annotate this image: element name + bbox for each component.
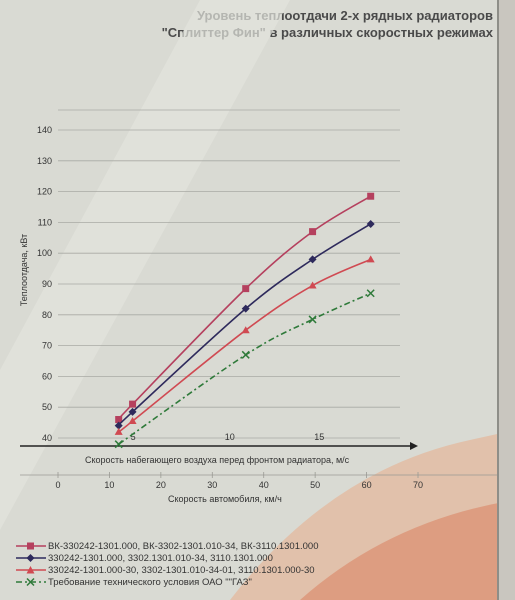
data-point [114, 440, 123, 449]
data-point [241, 304, 250, 313]
legend-label: 330242-1301.000-30, 3302-1301.010-34-01,… [48, 564, 315, 576]
x-tick-label: 60 [362, 480, 372, 490]
x2-axis-arrow [410, 442, 418, 450]
series-line-2 [117, 223, 372, 427]
series-line-4 [118, 292, 372, 445]
x-tick-label: 10 [104, 480, 114, 490]
legend-item: Требование технического условия ОАО ""ГА… [14, 576, 319, 588]
data-point [366, 255, 375, 263]
x2-tick-label: 5 [131, 432, 136, 442]
y-tick-label: 90 [42, 279, 52, 289]
y-tick-label: 80 [42, 310, 52, 320]
x2-tick-label: 15 [314, 432, 324, 442]
data-point [128, 417, 137, 425]
x-axis-label: Скорость автомобиля, км/ч [168, 494, 282, 504]
x2-axis-label: Скорость набегающего воздуха перед фронт… [85, 455, 350, 465]
x-tick-label: 30 [207, 480, 217, 490]
x-tick-label: 50 [310, 480, 320, 490]
corner-decoration [300, 500, 515, 600]
y-tick-label: 70 [42, 341, 52, 351]
data-point [367, 192, 375, 200]
legend-swatch-2 [16, 554, 46, 562]
frame-strip [499, 0, 515, 600]
data-point [308, 281, 317, 289]
legend-label: Требование технического условия ОАО ""ГА… [48, 576, 252, 588]
x-tick-label: 0 [55, 480, 60, 490]
data-point [241, 350, 250, 359]
legend-swatch-3 [16, 566, 46, 574]
y-tick-label: 60 [42, 371, 52, 381]
x-tick-label: 20 [156, 480, 166, 490]
data-point [241, 326, 250, 334]
frame-edge [497, 0, 499, 600]
background-glare [0, 0, 290, 530]
x2-tick-label: 10 [225, 432, 235, 442]
data-point [308, 315, 317, 324]
y-tick-label: 110 [38, 217, 52, 227]
data-point [114, 421, 123, 430]
legend-label: ВК-330242-1301.000, ВК-3302-1301.010-34,… [48, 540, 319, 552]
data-point [309, 228, 317, 236]
data-point [308, 255, 317, 264]
data-point [128, 407, 137, 416]
y-tick-label: 120 [37, 187, 52, 197]
y-tick-label: 100 [37, 248, 52, 258]
y-tick-label: 50 [42, 402, 52, 412]
x-tick-label: 70 [413, 480, 423, 490]
legend-swatch-1 [16, 542, 46, 550]
legend-item: ВК-330242-1301.000, ВК-3302-1301.010-34,… [14, 540, 319, 552]
x-tick-label: 40 [259, 480, 269, 490]
legend-swatch-4 [16, 577, 46, 587]
data-point [114, 427, 123, 435]
y-tick-label: 130 [37, 156, 52, 166]
data-point [366, 289, 375, 298]
legend-item: 330242-1301.000, 3302.1301.010-34, 3110.… [14, 552, 319, 564]
corner-decoration [230, 430, 515, 600]
y-tick-label: 140 [37, 125, 52, 135]
series-line-3 [117, 258, 372, 433]
data-point [115, 416, 123, 424]
data-point [242, 285, 250, 293]
legend: ВК-330242-1301.000, ВК-3302-1301.010-34,… [14, 540, 319, 588]
legend-item: 330242-1301.000-30, 3302-1301.010-34-01,… [14, 564, 319, 576]
y-tick-label: 40 [42, 433, 52, 443]
data-point [129, 400, 137, 408]
y-axis-label: Теплоотдача, кВт [19, 233, 29, 307]
data-point [366, 219, 375, 228]
legend-label: 330242-1301.000, 3302.1301.010-34, 3110.… [48, 552, 273, 564]
